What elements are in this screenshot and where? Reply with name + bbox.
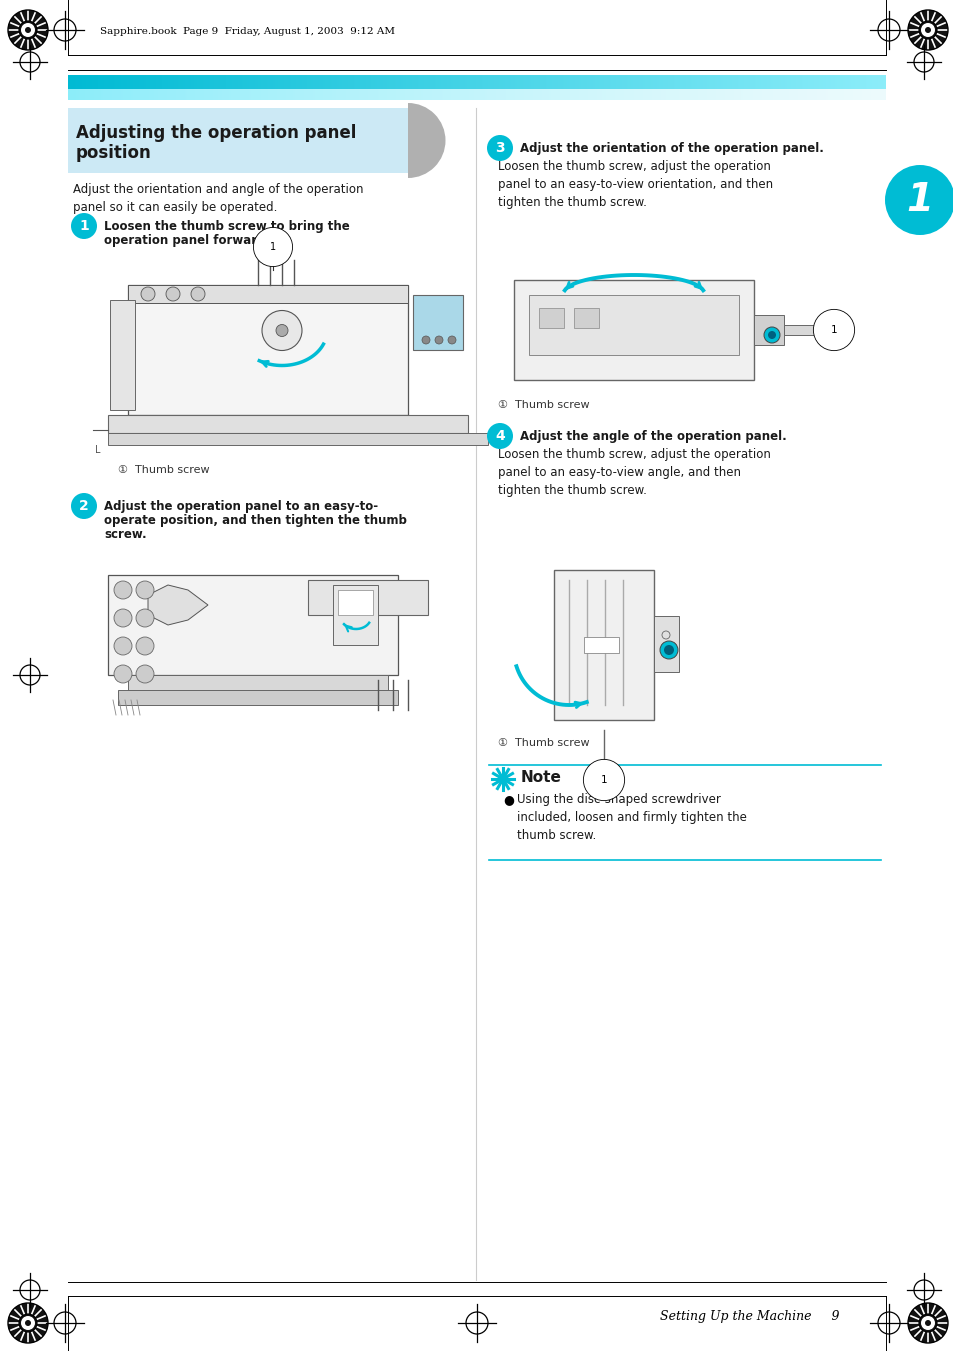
Circle shape — [486, 423, 513, 449]
Circle shape — [907, 1302, 947, 1343]
Circle shape — [113, 581, 132, 598]
Circle shape — [71, 213, 97, 239]
Bar — [554, 570, 654, 720]
Text: ●: ● — [502, 793, 514, 807]
Text: Loosen the thumb screw to bring the: Loosen the thumb screw to bring the — [104, 220, 350, 232]
Bar — [514, 280, 753, 380]
Text: Adjust the orientation and angle of the operation
panel so it can easily be oper: Adjust the orientation and angle of the … — [73, 182, 363, 213]
Circle shape — [920, 1316, 934, 1329]
Bar — [108, 415, 468, 434]
Bar — [118, 690, 397, 705]
Bar — [574, 308, 598, 328]
Text: 2: 2 — [79, 499, 89, 513]
Text: 4: 4 — [495, 430, 504, 443]
Bar — [108, 434, 488, 444]
Bar — [583, 638, 618, 653]
Bar — [110, 300, 135, 409]
Bar — [538, 308, 563, 328]
Circle shape — [920, 23, 934, 36]
Bar — [753, 315, 783, 345]
Text: 1: 1 — [270, 242, 275, 253]
Text: operate position, and then tighten the thumb: operate position, and then tighten the t… — [104, 513, 406, 527]
Text: 1: 1 — [905, 181, 933, 219]
Text: screw.: screw. — [104, 528, 147, 540]
Bar — [654, 616, 679, 671]
Bar — [308, 580, 428, 615]
Circle shape — [435, 336, 442, 345]
Text: ①  Thumb screw: ① Thumb screw — [497, 400, 589, 409]
Text: 1: 1 — [79, 219, 89, 232]
Bar — [128, 285, 408, 303]
Wedge shape — [408, 103, 445, 178]
Circle shape — [166, 286, 180, 301]
Text: operation panel forward.: operation panel forward. — [104, 234, 270, 247]
Circle shape — [924, 1320, 930, 1325]
Bar — [337, 590, 373, 615]
Circle shape — [113, 638, 132, 655]
Text: position: position — [76, 145, 152, 162]
Circle shape — [661, 631, 669, 639]
Text: Sapphire.book  Page 9  Friday, August 1, 2003  9:12 AM: Sapphire.book Page 9 Friday, August 1, 2… — [100, 27, 395, 36]
Circle shape — [763, 327, 780, 343]
Polygon shape — [148, 585, 208, 626]
Text: 1: 1 — [830, 326, 837, 335]
Circle shape — [421, 336, 430, 345]
Circle shape — [113, 665, 132, 684]
Circle shape — [191, 286, 205, 301]
Text: Adjust the operation panel to an easy-to-: Adjust the operation panel to an easy-to… — [104, 500, 377, 513]
Text: Adjust the angle of the operation panel.: Adjust the angle of the operation panel. — [519, 430, 786, 443]
Text: Setting Up the Machine     9: Setting Up the Machine 9 — [659, 1310, 839, 1323]
Text: Note: Note — [520, 770, 561, 785]
Circle shape — [448, 336, 456, 345]
Circle shape — [924, 27, 930, 32]
Bar — [128, 676, 388, 690]
Circle shape — [71, 493, 97, 519]
Circle shape — [136, 638, 153, 655]
Circle shape — [141, 286, 154, 301]
Text: Adjusting the operation panel: Adjusting the operation panel — [76, 124, 356, 142]
Bar — [128, 285, 408, 415]
Bar — [108, 576, 397, 676]
Circle shape — [136, 665, 153, 684]
Circle shape — [486, 135, 513, 161]
Bar — [783, 326, 833, 335]
Text: 1: 1 — [600, 775, 607, 785]
Circle shape — [8, 1302, 48, 1343]
Bar — [413, 295, 462, 350]
Text: Adjust the orientation of the operation panel.: Adjust the orientation of the operation … — [519, 142, 823, 155]
Bar — [333, 585, 377, 644]
Circle shape — [25, 27, 30, 32]
Circle shape — [113, 609, 132, 627]
Circle shape — [21, 1316, 35, 1329]
Text: ①  Thumb screw: ① Thumb screw — [118, 465, 210, 476]
Circle shape — [767, 331, 775, 339]
Circle shape — [136, 609, 153, 627]
Text: L: L — [95, 444, 101, 455]
Circle shape — [25, 1320, 30, 1325]
Circle shape — [8, 9, 48, 50]
Circle shape — [659, 640, 678, 659]
Circle shape — [262, 311, 302, 350]
Circle shape — [884, 165, 953, 235]
Circle shape — [663, 644, 673, 655]
Text: Loosen the thumb screw, adjust the operation
panel to an easy-to-view angle, and: Loosen the thumb screw, adjust the opera… — [497, 449, 770, 497]
Text: ①  Thumb screw: ① Thumb screw — [497, 738, 589, 748]
Bar — [68, 108, 408, 173]
Text: Loosen the thumb screw, adjust the operation
panel to an easy-to-view orientatio: Loosen the thumb screw, adjust the opera… — [497, 159, 772, 209]
Bar — [529, 295, 739, 355]
Circle shape — [907, 9, 947, 50]
Circle shape — [136, 581, 153, 598]
Circle shape — [21, 23, 35, 36]
Text: Using the disc-shaped screwdriver
included, loosen and firmly tighten the
thumb : Using the disc-shaped screwdriver includ… — [517, 793, 746, 842]
Circle shape — [275, 324, 288, 336]
Text: 3: 3 — [495, 141, 504, 155]
